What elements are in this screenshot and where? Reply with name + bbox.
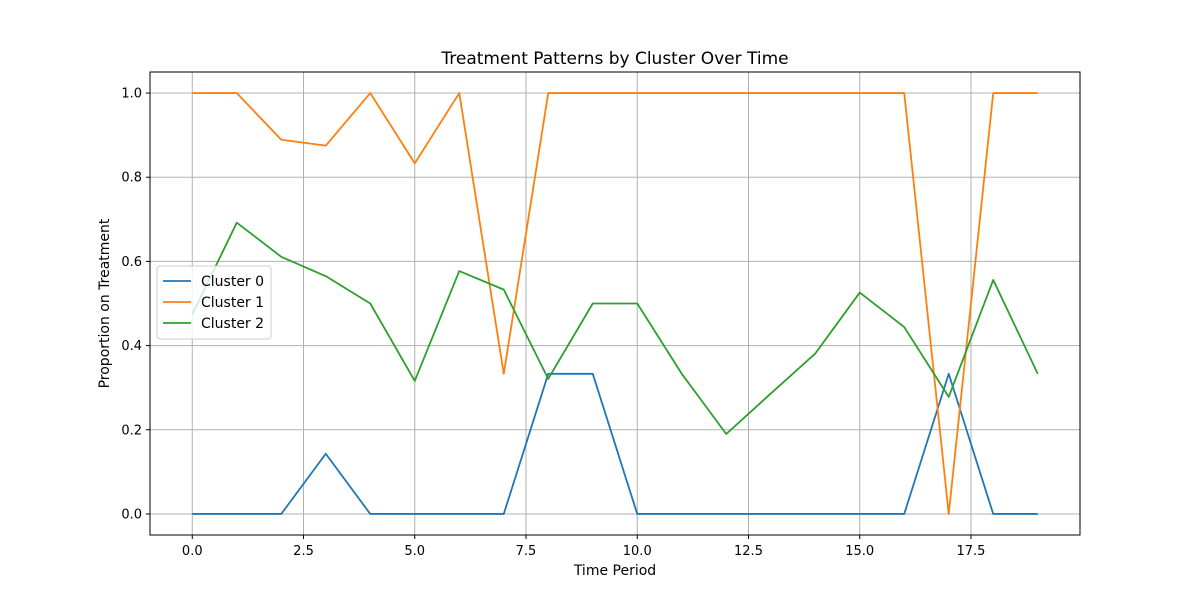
legend-label: Cluster 2 [201,316,264,332]
x-tick-label: 12.5 [734,544,763,559]
y-tick-label: 0.6 [121,255,142,270]
legend-box [156,265,272,340]
series-line-cluster-1 [192,92,1038,515]
legend-label: Cluster 0 [201,274,264,290]
x-tick-label: 7.5 [516,544,537,559]
y-tick-label: 1.0 [121,87,142,102]
plot-area-frame [149,71,1081,536]
x-tick-label: 10.0 [623,544,652,559]
x-tick-label: 15.0 [845,544,874,559]
x-tick-label: 5.0 [404,544,425,559]
legend-label: Cluster 1 [201,295,264,311]
y-tick-label: 0.0 [121,507,142,522]
series-line-cluster-0 [192,372,1038,515]
y-tick-label: 0.2 [121,423,142,438]
x-axis-label: Time Period [573,563,656,579]
y-tick-label: 0.4 [121,339,142,354]
x-tick-label: 0.0 [182,544,203,559]
y-tick-label: 0.8 [121,171,142,186]
legend: Cluster 0 Cluster 1 Cluster 2 [156,265,272,340]
x-tick-label: 2.5 [293,544,314,559]
y-axis-label: Proportion on Treatment [97,218,113,388]
series-line-cluster-2 [191,221,1039,435]
axis-ticks: 0.0 2.5 5.0 7.5 10.0 12.5 15.0 17.5 0.0 0.2 0.4 0.6… [121,87,985,559]
chart-title: Treatment Patterns by Cluster Over Time [440,49,788,69]
series-lines [191,92,1039,515]
x-tick-label: 17.5 [957,544,986,559]
